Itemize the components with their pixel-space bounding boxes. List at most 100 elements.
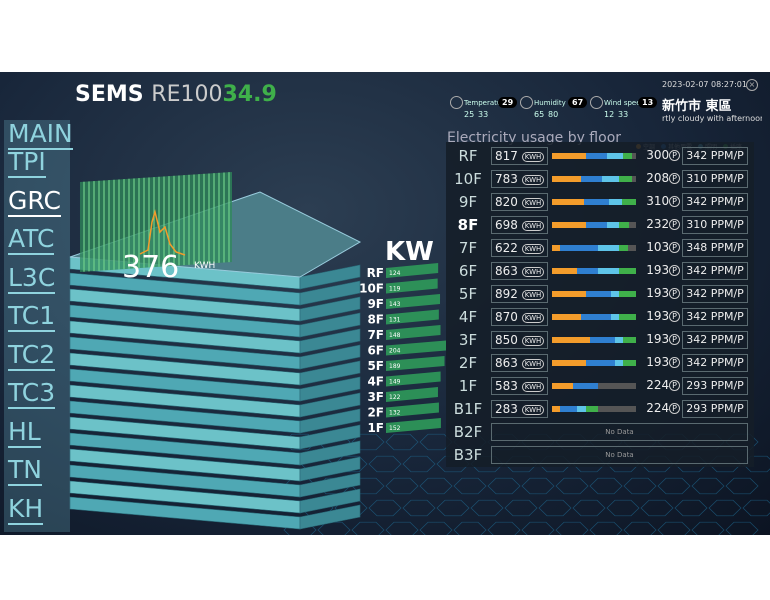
kwh-cell: 820 KWH bbox=[491, 193, 548, 211]
floor-hex bbox=[351, 521, 385, 535]
nav-item[interactable]: TN bbox=[8, 455, 42, 486]
floor-hex bbox=[708, 499, 742, 517]
usage-segment bbox=[619, 176, 632, 182]
floor-row[interactable]: B2F No Data bbox=[446, 422, 754, 443]
usage-segment bbox=[552, 337, 590, 343]
floor-hex bbox=[589, 477, 623, 495]
floor-hex bbox=[419, 477, 453, 495]
kwh-unit: KWH bbox=[521, 266, 545, 277]
usage-segment bbox=[552, 222, 586, 228]
ppm-cell: 310 PPM/P bbox=[682, 170, 748, 188]
kwh-value: 863 bbox=[495, 264, 518, 278]
slab-side bbox=[299, 488, 361, 514]
floor-row[interactable]: 6F 863 KWH 193 P 342 PPM/P bbox=[446, 261, 754, 282]
weather-icon bbox=[450, 96, 463, 109]
kwh-value: 583 bbox=[495, 379, 518, 393]
nav-item[interactable]: ATC bbox=[8, 224, 55, 255]
people-value: 193 bbox=[646, 309, 670, 323]
floor-row[interactable]: 7F 622 KWH 103 P 348 PPM/P bbox=[446, 238, 754, 259]
nav-item[interactable]: TPI bbox=[8, 147, 46, 178]
floor-bar-label: 2F bbox=[367, 406, 384, 420]
floor-row[interactable]: B1F 283 KWH 224 P 293 PPM/P bbox=[446, 399, 754, 420]
weather-value: 67 bbox=[568, 97, 588, 108]
people-value: 103 bbox=[646, 240, 670, 254]
people-value: 224 bbox=[646, 378, 670, 392]
slab-side bbox=[299, 440, 361, 466]
nav-item[interactable]: L3C bbox=[8, 262, 56, 294]
ppm-cell: 342 PPM/P bbox=[682, 147, 748, 165]
kwh-value: 698 bbox=[495, 218, 518, 232]
kwh-unit: KWH bbox=[521, 404, 545, 415]
floor-hex bbox=[640, 499, 674, 517]
brand: SEMS RE10034.9 bbox=[75, 82, 277, 107]
floor-bar-value: 152 bbox=[389, 425, 401, 432]
floor-bar-value: 124 bbox=[389, 270, 401, 277]
people-unit: P bbox=[669, 356, 680, 368]
usage-segment bbox=[614, 337, 624, 343]
nav-background bbox=[4, 120, 70, 532]
floor-bar-value: 122 bbox=[389, 394, 401, 401]
people-value: 193 bbox=[646, 286, 670, 300]
nav-item[interactable]: TC1 bbox=[8, 301, 56, 332]
total-unit: KWH bbox=[194, 261, 215, 271]
floor-row[interactable]: 2F 863 KWH 193 P 342 PPM/P bbox=[446, 353, 754, 374]
usage-segment bbox=[609, 199, 622, 205]
nav-item[interactable]: HL bbox=[8, 416, 41, 448]
usage-segment bbox=[577, 268, 599, 274]
kwh-unit: KWH bbox=[521, 358, 545, 369]
floor-row[interactable]: B3F No Data bbox=[446, 445, 754, 466]
usage-segment bbox=[585, 291, 611, 297]
floor-label: 10F bbox=[454, 170, 482, 188]
floor-unit: KW bbox=[385, 237, 434, 267]
usage-segment bbox=[598, 245, 620, 251]
floor-hex bbox=[453, 521, 487, 535]
people-cell: 232 P bbox=[638, 216, 680, 234]
floor-bar-label: 4F bbox=[367, 375, 384, 389]
floor-row[interactable]: 1F 583 KWH 224 P 293 PPM/P bbox=[446, 376, 754, 397]
floor-label: 9F bbox=[458, 193, 478, 211]
people-unit: P bbox=[669, 241, 680, 253]
close-button[interactable]: × bbox=[746, 79, 758, 91]
floor-row[interactable]: 8F 698 KWH 232 P 310 PPM/P bbox=[446, 215, 754, 236]
kwh-cell: 583 KWH bbox=[491, 377, 548, 395]
floor-hex bbox=[453, 477, 487, 495]
people-value: 232 bbox=[646, 217, 670, 231]
floor-bar-label: 3F bbox=[367, 390, 384, 404]
floor-label: 3F bbox=[458, 331, 478, 349]
floor-row[interactable]: 9F 820 KWH 310 P 342 PPM/P bbox=[446, 192, 754, 213]
kwh-unit: KWH bbox=[521, 381, 545, 392]
usage-segment bbox=[552, 291, 586, 297]
usage-segment bbox=[619, 291, 636, 297]
floor-row[interactable]: 4F 870 KWH 193 P 342 PPM/P bbox=[446, 307, 754, 328]
floor-hex bbox=[657, 521, 691, 535]
nav-item[interactable]: GRC bbox=[8, 185, 61, 217]
floor-bar bbox=[386, 278, 438, 294]
weather-label: Humidity bbox=[534, 99, 566, 107]
floor-row[interactable]: 10F 783 KWH 208 P 310 PPM/P bbox=[446, 169, 754, 190]
kwh-cell: 870 KWH bbox=[491, 308, 548, 326]
kwh-unit: KWH bbox=[521, 174, 545, 185]
floor-row[interactable]: 5F 892 KWH 193 P 342 PPM/P bbox=[446, 284, 754, 305]
floor-row[interactable]: RF 817 KWH 300 P 342 PPM/P bbox=[446, 146, 754, 167]
floor-row[interactable]: 3F 850 KWH 193 P 342 PPM/P bbox=[446, 330, 754, 351]
floor-hex bbox=[725, 521, 759, 535]
nav-item[interactable]: TC3 bbox=[8, 378, 56, 409]
kwh-value: 850 bbox=[495, 333, 518, 347]
nav-item[interactable]: TC2 bbox=[8, 339, 56, 371]
usage-segment bbox=[552, 360, 586, 366]
weather-low: 12 bbox=[604, 110, 615, 119]
floor-label: 1F bbox=[458, 377, 478, 395]
kwh-cell: 892 KWH bbox=[491, 285, 548, 303]
people-value: 208 bbox=[646, 171, 670, 185]
floor-hex bbox=[538, 499, 572, 517]
nav-item[interactable]: MAIN bbox=[8, 119, 73, 150]
people-cell: 208 P bbox=[638, 170, 680, 188]
nav-item[interactable]: KH bbox=[8, 493, 44, 525]
slab-side bbox=[299, 392, 361, 418]
ppm-cell: 293 PPM/P bbox=[682, 400, 748, 418]
floor-hex bbox=[385, 521, 419, 535]
floor-label: 8F bbox=[457, 216, 479, 234]
datetime: 2023-02-07 08:27:01 bbox=[662, 80, 747, 89]
usage-segment bbox=[610, 314, 620, 320]
